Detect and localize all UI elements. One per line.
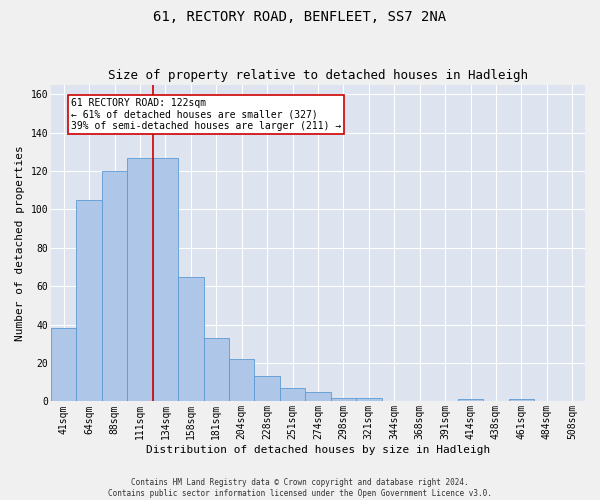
Bar: [331, 398, 356, 402]
Text: 61 RECTORY ROAD: 122sqm
← 61% of detached houses are smaller (327)
39% of semi-d: 61 RECTORY ROAD: 122sqm ← 61% of detache…: [71, 98, 341, 131]
Bar: [203, 338, 229, 402]
Bar: [127, 158, 152, 402]
Bar: [356, 398, 382, 402]
Bar: [280, 388, 305, 402]
Bar: [76, 200, 102, 402]
X-axis label: Distribution of detached houses by size in Hadleigh: Distribution of detached houses by size …: [146, 445, 490, 455]
Text: 61, RECTORY ROAD, BENFLEET, SS7 2NA: 61, RECTORY ROAD, BENFLEET, SS7 2NA: [154, 10, 446, 24]
Bar: [178, 276, 203, 402]
Bar: [102, 171, 127, 402]
Text: Contains HM Land Registry data © Crown copyright and database right 2024.
Contai: Contains HM Land Registry data © Crown c…: [108, 478, 492, 498]
Bar: [254, 376, 280, 402]
Bar: [458, 400, 483, 402]
Bar: [509, 400, 534, 402]
Bar: [152, 158, 178, 402]
Bar: [305, 392, 331, 402]
Bar: [51, 328, 76, 402]
Title: Size of property relative to detached houses in Hadleigh: Size of property relative to detached ho…: [108, 69, 528, 82]
Bar: [229, 359, 254, 402]
Y-axis label: Number of detached properties: Number of detached properties: [15, 145, 25, 341]
